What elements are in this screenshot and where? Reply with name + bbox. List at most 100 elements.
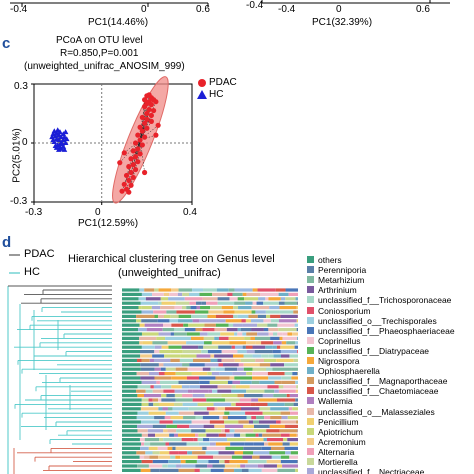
bar-segment xyxy=(231,455,243,459)
bar-segment xyxy=(202,416,220,420)
bar-segment xyxy=(234,345,243,349)
panel-d-title: Hierarchical clustering tree on Genus le… xyxy=(68,253,275,265)
bar-segment xyxy=(148,398,153,402)
bar-segment xyxy=(242,345,246,349)
bar-segment xyxy=(271,455,281,459)
legend-pdac-label: PDAC xyxy=(209,77,237,88)
bar-segment xyxy=(210,367,216,371)
bar-segment xyxy=(276,420,281,424)
bar-segment-others xyxy=(122,451,137,455)
bar-segment-others xyxy=(122,367,141,371)
bar-segment xyxy=(231,389,247,393)
bar-segment xyxy=(194,411,209,415)
bar-segment xyxy=(158,407,163,411)
bar-segment xyxy=(159,350,171,354)
bar-segment xyxy=(174,394,183,398)
bar-segment xyxy=(267,323,278,327)
bar-segment xyxy=(235,385,250,389)
bar-segment xyxy=(141,358,150,362)
bar-segment xyxy=(165,442,170,446)
genus-color-swatch xyxy=(307,357,314,364)
bar-segment xyxy=(234,376,253,380)
bar-segment xyxy=(263,319,271,323)
bar-segment xyxy=(203,336,215,340)
bar-segment xyxy=(240,380,252,384)
genus-legend-item: Acremonium xyxy=(307,437,366,448)
bar-segment xyxy=(240,358,256,362)
bar-segment xyxy=(220,332,235,336)
bar-segment xyxy=(229,376,235,380)
pdac-point xyxy=(126,164,132,170)
bar-segment xyxy=(234,310,252,314)
bar-segment xyxy=(221,394,238,398)
bar-segment xyxy=(136,372,149,376)
bar-segment xyxy=(253,429,267,433)
bar-segment xyxy=(159,380,179,384)
bar-segment xyxy=(283,385,290,389)
bar-segment xyxy=(251,328,264,332)
bar-segment xyxy=(176,429,192,433)
bar-segment xyxy=(145,451,153,455)
bar-segment xyxy=(212,389,218,393)
bar-segment xyxy=(152,424,167,428)
genus-color-swatch xyxy=(307,437,314,445)
bar-segment xyxy=(297,301,298,305)
bar-segment xyxy=(177,292,183,296)
bar-segment xyxy=(136,319,142,323)
bar-segment xyxy=(244,336,251,340)
bar-segment xyxy=(161,301,176,305)
bar-segment xyxy=(278,319,297,323)
bar-segment xyxy=(294,323,298,327)
bar-segment xyxy=(189,424,204,428)
top-strip-axes xyxy=(10,0,450,7)
bar-segment xyxy=(137,394,144,398)
bar-segment xyxy=(158,332,171,336)
bar-segment-others xyxy=(122,438,140,442)
bar-segment xyxy=(290,451,298,455)
bar-segment xyxy=(192,319,200,323)
bar-segment xyxy=(274,380,282,384)
genus-color-swatch xyxy=(307,296,314,304)
bar-segment xyxy=(269,424,286,428)
bar-segment xyxy=(261,446,271,450)
bar-segment xyxy=(191,314,208,318)
bar-segment xyxy=(148,411,166,415)
bar-segment xyxy=(286,341,296,345)
bar-segment xyxy=(218,345,232,349)
bar-segment xyxy=(148,372,159,376)
bar-segment xyxy=(246,332,258,336)
genus-label: unclassified_f__Phaeosphaeriaceae xyxy=(318,325,455,336)
bar-segment xyxy=(194,310,209,314)
bar-segment xyxy=(178,288,193,292)
bar-segment-others xyxy=(122,407,141,411)
bar-segment xyxy=(236,464,241,468)
bar-segment xyxy=(169,451,179,455)
y-tick-label-mid: 0 xyxy=(22,137,28,148)
bar-segment xyxy=(295,389,298,393)
bar-segment xyxy=(270,416,282,420)
bar-segment xyxy=(171,385,182,389)
bar-segment xyxy=(183,380,200,384)
bar-segment xyxy=(199,376,216,380)
panel-c-letter: c xyxy=(2,35,11,52)
bar-segment xyxy=(263,438,267,442)
bar-segment xyxy=(247,460,267,464)
bar-segment xyxy=(213,455,232,459)
bar-segment-others xyxy=(122,314,137,318)
bar-segment xyxy=(213,402,232,406)
bar-segment xyxy=(206,446,226,450)
bar-segment xyxy=(174,306,183,310)
bar-segment xyxy=(237,394,245,398)
bar-segment xyxy=(138,328,147,332)
bar-segment xyxy=(161,398,176,402)
bar-segment-others xyxy=(122,460,142,464)
bar-segment xyxy=(150,442,166,446)
bar-segment xyxy=(257,314,267,318)
bar-segment xyxy=(141,460,153,464)
bar-segment xyxy=(144,438,160,442)
bar-segment xyxy=(179,358,194,362)
pcoa-scatter xyxy=(31,76,193,205)
bar-segment xyxy=(285,288,298,292)
bar-segment xyxy=(191,372,208,376)
bar-segment xyxy=(266,314,271,318)
